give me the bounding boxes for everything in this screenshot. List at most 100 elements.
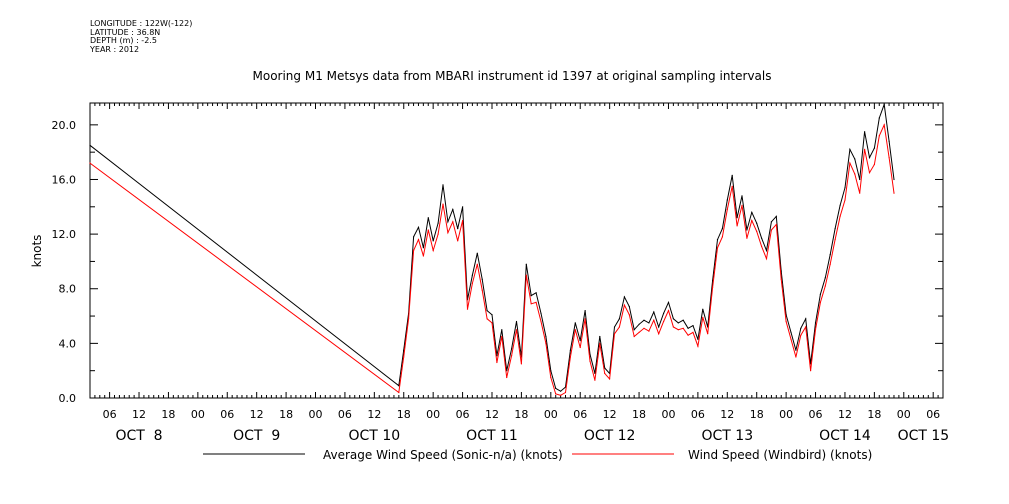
data-point [682,327,684,329]
data-point [417,226,420,228]
data-point [471,282,473,284]
data-point [496,355,498,357]
data-point [589,360,591,362]
data-point [667,310,670,312]
data-point [746,237,748,239]
legend-label: Average Wind Speed (Sonic-n/a) (knots) [323,448,563,462]
data-point [618,318,621,320]
data-point [413,236,415,238]
data-point [854,173,856,175]
data-point [427,217,429,219]
x-tick-label: 06 [103,408,117,421]
data-point [761,245,763,247]
data-point [712,279,714,282]
data-point [761,237,763,239]
series-line-sonic [89,104,895,392]
data-point [854,158,856,160]
data-point [643,327,645,329]
data-point [535,292,537,294]
data-point [560,394,562,396]
data-point [486,310,488,312]
legend: Average Wind Speed (Sonic-n/a) (knots) Wi… [203,448,872,462]
data-point [765,249,768,252]
data-point [560,390,562,392]
data-point [569,356,572,358]
y-tick-label: 12.0 [52,228,77,241]
y-tick-label: 4.0 [59,337,77,350]
data-point [795,356,797,358]
x-tick-label: 12 [250,408,264,421]
data-point [829,254,831,256]
day-label: OCT 9 [233,428,280,444]
data-point [579,346,581,349]
data-point [476,263,478,265]
x-tick-label: 00 [779,408,793,421]
data-point [800,327,802,329]
legend-label: Wind Speed (Windbird) (knots) [688,448,872,462]
data-point [834,228,836,230]
x-tick-label: 06 [220,408,234,421]
data-point [702,308,704,310]
data-point [692,331,694,333]
series-line-windbird [89,123,895,396]
data-point [413,249,415,252]
y-axis-title: knots [30,235,44,268]
data-point [594,372,596,374]
x-tick-label: 12 [838,408,852,421]
data-point [878,117,880,119]
x-tick-label: 18 [279,408,293,421]
data-point [746,229,748,231]
data-point [859,178,861,181]
x-tick-label: 18 [867,408,881,421]
data-point [422,247,424,249]
x-tick-label: 06 [809,408,823,421]
data-point [604,372,606,374]
data-point [432,249,434,252]
data-point [555,387,557,389]
year-label: YEAR : 2012 [90,44,140,54]
day-label: OCT 8 [115,428,162,444]
data-point [819,293,822,295]
x-tick-label: 06 [338,408,352,421]
data-point [805,326,807,328]
data-point [609,378,611,380]
data-point [663,312,665,314]
data-point [726,208,728,211]
data-point [834,239,836,241]
data-point [594,379,596,381]
data-point [663,320,665,323]
data-point [599,335,601,338]
x-tick-label: 00 [897,408,911,421]
data-point [702,316,704,318]
chart-title: Mooring M1 Metsys data from MBARI instru… [252,69,772,83]
data-point [437,222,439,224]
data-point [501,335,503,338]
data-point [814,329,817,331]
data-point [442,203,444,205]
data-point [452,208,454,211]
day-label: OCT 12 [584,428,636,444]
x-tick-label: 18 [750,408,764,421]
data-point [785,320,787,323]
mooring-metadata: LONGITUDE : 122W(-122) LATITUDE : 36.8N … [90,19,193,54]
data-point [829,263,831,265]
data-point [491,322,493,324]
data-point [530,303,532,305]
day-label: OCT 15 [898,428,950,444]
data-point [864,131,866,133]
data-point [579,340,581,342]
data-point [756,230,758,232]
data-point [687,327,689,329]
data-point [648,322,650,324]
data-point [550,370,552,372]
longitude-label: LONGITUDE : 122W(-122) [90,19,193,28]
data-point [437,233,439,235]
data-point [756,222,758,224]
data-point [599,342,601,344]
depth-label: DEPTH (m) : -2.5 [90,36,157,46]
data-point [653,319,655,321]
data-point [888,140,890,142]
data-point [795,349,797,351]
data-point [530,295,532,297]
data-point [545,342,547,344]
